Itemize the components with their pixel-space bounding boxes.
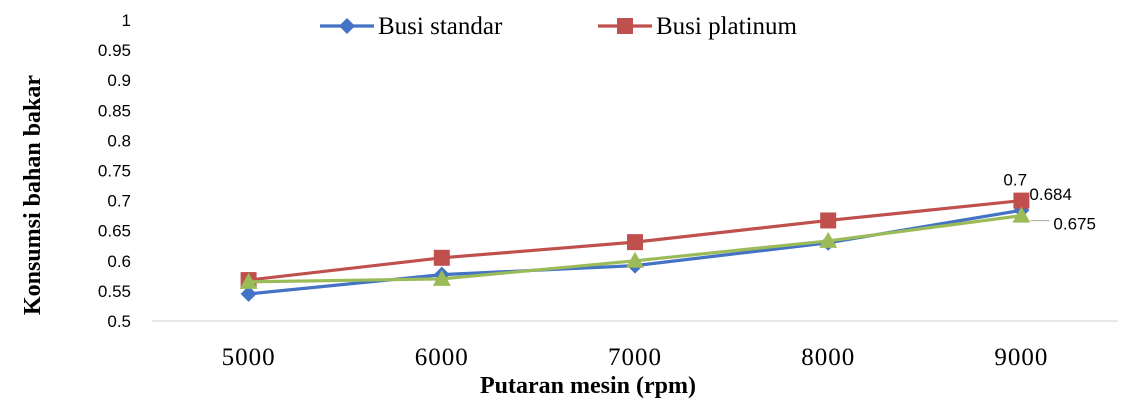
y-tick-label: 0.55 <box>98 282 131 301</box>
triangle-marker <box>1012 206 1031 223</box>
y-tick-label: 0.5 <box>107 312 131 331</box>
x-axis-title: Putaran mesin (rpm) <box>480 373 696 399</box>
y-tick-label: 0.95 <box>98 41 131 60</box>
x-tick-label: 7000 <box>608 344 662 371</box>
y-tick-label: 0.6 <box>107 252 131 271</box>
y-axis-ticks: 0.5 0.55 0.6 0.65 0.7 0.75 0.8 0.85 0.9 0.95 1 <box>98 11 131 331</box>
y-tick-label: 0.65 <box>98 222 131 241</box>
square-marker <box>1013 192 1030 209</box>
legend-item: Busi standar <box>320 13 503 40</box>
series-group <box>239 192 1031 302</box>
y-tick-label: 0.85 <box>98 101 131 120</box>
data-label: 0.7 <box>1003 171 1027 190</box>
triangle-marker <box>819 231 838 248</box>
triangle-marker <box>626 251 644 268</box>
y-tick-label: 1 <box>122 11 131 30</box>
series-1 <box>240 192 1030 289</box>
diamond-marker <box>339 18 355 34</box>
legend: Busi standar Busi platinum <box>320 13 798 40</box>
x-tick-label: 5000 <box>222 344 276 371</box>
series-2 <box>239 206 1031 289</box>
x-tick-label: 9000 <box>994 344 1048 371</box>
data-labels: 0.70.684 0.675 <box>1003 171 1096 234</box>
legend-label: Busi standar <box>378 13 503 40</box>
x-tick-label: 8000 <box>801 344 855 371</box>
data-label: 0.684 <box>1029 185 1072 204</box>
y-axis-title: Konsumsi bahan bakar <box>20 75 46 315</box>
square-marker <box>617 18 633 34</box>
square-marker <box>433 249 450 266</box>
square-marker <box>627 234 643 251</box>
square-marker <box>820 212 837 229</box>
y-tick-label: 0.7 <box>107 192 131 211</box>
x-tick-label: 6000 <box>415 344 469 371</box>
diamond-marker <box>240 285 257 302</box>
y-tick-label: 0.9 <box>107 71 131 90</box>
y-tick-label: 0.75 <box>98 162 131 181</box>
legend-label: Busi platinum <box>656 13 798 40</box>
y-tick-label: 0.8 <box>107 131 131 150</box>
data-label: 0.675 <box>1053 215 1096 234</box>
triangle-marker <box>432 269 451 286</box>
x-axis-ticks: 5000 6000 7000 8000 9000 <box>222 344 1048 371</box>
legend-item: Busi platinum <box>598 13 798 40</box>
triangle-marker <box>239 272 258 289</box>
